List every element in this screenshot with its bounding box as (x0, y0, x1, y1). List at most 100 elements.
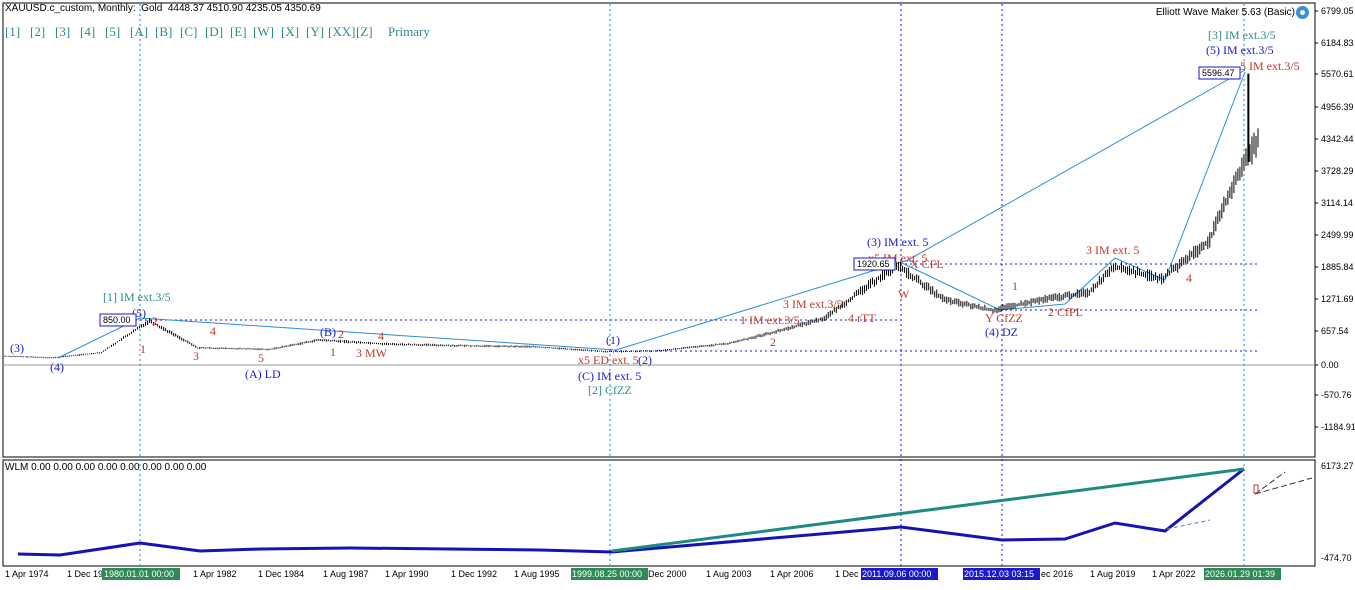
price-axis-label: 3728.29 (1321, 166, 1354, 176)
toolbar-button-c[interactable]: [C] (180, 24, 198, 39)
wave-label: 1 IM ext.3/5 (740, 313, 800, 327)
wave-label: (5) IM ext.3/5 (1206, 43, 1274, 57)
time-axis-label: 1 Dec 1984 (258, 569, 304, 579)
price-axis-label: 6799.05 (1321, 6, 1354, 16)
wave-label: 1 (330, 345, 336, 359)
toolbar-button-a[interactable]: [A] (130, 24, 149, 39)
toolbar-button-x[interactable]: [X] (281, 24, 300, 39)
time-axis-label: 1 Dec 1992 (451, 569, 497, 579)
wave-label: (3) (10, 341, 24, 355)
time-axis-label: ec 2016 (1041, 569, 1073, 579)
wave-label: 2 CfPL (1048, 305, 1083, 319)
indicator-axis-label: 6173.27 (1321, 461, 1354, 471)
wave-label: 1 (1012, 279, 1018, 293)
wave-label: (4) DZ (985, 325, 1018, 339)
time-axis-label: 1 Dec (835, 569, 859, 579)
time-axis-label: 1 Apr 1974 (5, 569, 49, 579)
instrument-label: Gold (141, 3, 163, 14)
wave-label: 3 IM ext. 5 (1086, 243, 1139, 257)
toolbar-button-b[interactable]: [B] (155, 24, 173, 39)
price-axis-label: -570.76 (1321, 390, 1352, 400)
time-axis-label: 1 Aug 2019 (1090, 569, 1136, 579)
wave-label: X CFL (910, 257, 944, 271)
wave-label: (4) (50, 360, 64, 374)
wave-label: (A) LD (245, 367, 281, 381)
wave-label: 3 (193, 349, 199, 363)
ohlc-values: 4448.37 4510.90 4235.05 4350.69 (167, 3, 321, 14)
toolbar-button-w[interactable]: [W] (253, 24, 274, 39)
toolbar-button-1[interactable]: [1] (5, 24, 21, 39)
wave-label: x5 ED ext. 5 (578, 353, 639, 367)
wave-labels: (3)(4)[1] IM ext.3/5(5)21 345(A) LD(B) 21 3… (10, 28, 1300, 397)
price-axis: 6799.05 6184.83 5570.61 4956.39 4342.44 3728.… (1315, 6, 1355, 563)
toolbar-button-y[interactable]: [Y] (306, 24, 325, 39)
toolbar-button-z[interactable]: [Z] (356, 24, 373, 39)
price-boxes: 850.00 1920.65 5596.47 (99, 66, 1241, 327)
time-axis-label: 1 Apr 1990 (385, 569, 429, 579)
price-axis-label: 2499.99 (1321, 230, 1354, 240)
indicator-title: WLM 0.00 0.00 0.00 0.00 0.00 0.00 0.00 0… (5, 462, 207, 473)
time-axis-label: 1 Aug 1995 (514, 569, 560, 579)
wave-label: 4 (1186, 271, 1192, 285)
price-axis-label: -1184.91 (1321, 422, 1355, 432)
price-box-label: 850.00 (103, 315, 131, 325)
timeframe-label: Monthly (97, 3, 133, 14)
time-axis-label: 2026.01.29 01:39 (1205, 569, 1275, 579)
wave-label: 4 (210, 324, 216, 338)
price-box-label: 5596.47 (1202, 68, 1235, 78)
price-axis-label: 4342.44 (1321, 134, 1354, 144)
time-axis-label: 1 Aug 1987 (323, 569, 369, 579)
wave-label: 5 IM ext.3/5 (1240, 59, 1300, 73)
wave-label: 3 IM ext.3/5 (783, 297, 843, 311)
price-axis-label: 1271.69 (1321, 294, 1354, 304)
ea-settings-icon[interactable] (1296, 6, 1309, 19)
wave-label: [3] IM ext.3/5 (1208, 28, 1276, 42)
wave-label: 3 MW (356, 346, 388, 360)
wave-label: 4 rTT (848, 311, 876, 325)
wave-label: 4 (378, 329, 384, 343)
time-axis-label: 1980.01.01 00:00 (104, 569, 174, 579)
wave-label: Y CfZZ (985, 311, 1023, 325)
price-box-label: 1920.65 (857, 259, 890, 269)
time-axis-label: 1 Aug 2003 (706, 569, 752, 579)
price-axis-label: 5570.61 (1321, 69, 1354, 79)
time-axis-label: 2015.12.03 03:15 (964, 569, 1034, 579)
toolbar-button-d[interactable]: [D] (205, 24, 224, 39)
wave-label: (3) IM ext. 5 (867, 235, 928, 249)
price-axis-label: 0.00 (1321, 360, 1339, 370)
time-axis-label: Dec 2000 (648, 569, 687, 579)
wave-label: (B) (320, 325, 336, 339)
time-axis-label: 1 Dec 19 (67, 569, 103, 579)
symbol-label: XAUUSD.c_custom (5, 3, 93, 14)
time-axis-label: 1 Apr 1982 (193, 569, 237, 579)
wlm-teal-line (611, 467, 1245, 553)
toolbar-button-2[interactable]: [2] (30, 24, 46, 39)
wave-label: [1] IM ext.3/5 (103, 290, 171, 304)
wlm-blue-line (17, 467, 1245, 557)
toolbar-button-5[interactable]: [5] (105, 24, 121, 39)
wave-label: [2] CfZZ (588, 383, 632, 397)
toolbar-button-3[interactable]: [3] (55, 24, 71, 39)
time-axis: 1 Apr 1974 1 Dec 19 1980.01.01 00:00 1 Apr … (5, 568, 1281, 580)
wave-label: (1) (606, 333, 620, 347)
price-axis-label: 3114.14 (1321, 198, 1353, 208)
wave-label: 2 (338, 327, 344, 341)
toolbar-button-primary[interactable]: Primary (388, 24, 430, 39)
toolbar-button-xx[interactable]: [XX] (328, 24, 356, 39)
price-axis-label: 6184.83 (1321, 38, 1354, 48)
ea-label: Elliott Wave Maker 5.63 (Basic) (1155, 7, 1295, 18)
wave-label: 5 (258, 351, 264, 365)
toolbar-button-e[interactable]: [E] (230, 24, 247, 39)
time-axis-label: 1 Apr 2006 (770, 569, 814, 579)
price-axis-label: 1885.84 (1321, 262, 1354, 272)
time-axis-label: 1999.08.25 00:00 (572, 569, 642, 579)
wave-label: (C) IM ext. 5 (578, 369, 641, 383)
toolbar-button-4[interactable]: [4] (80, 24, 96, 39)
wave-label: 1 (140, 342, 146, 356)
wave-label: 2 (770, 335, 776, 349)
time-axis-label: 2011.09.06 00:00 (862, 569, 931, 579)
time-axis-label: 1 Apr 2022 (1152, 569, 1196, 579)
price-axis-label: 4956.39 (1321, 102, 1354, 112)
